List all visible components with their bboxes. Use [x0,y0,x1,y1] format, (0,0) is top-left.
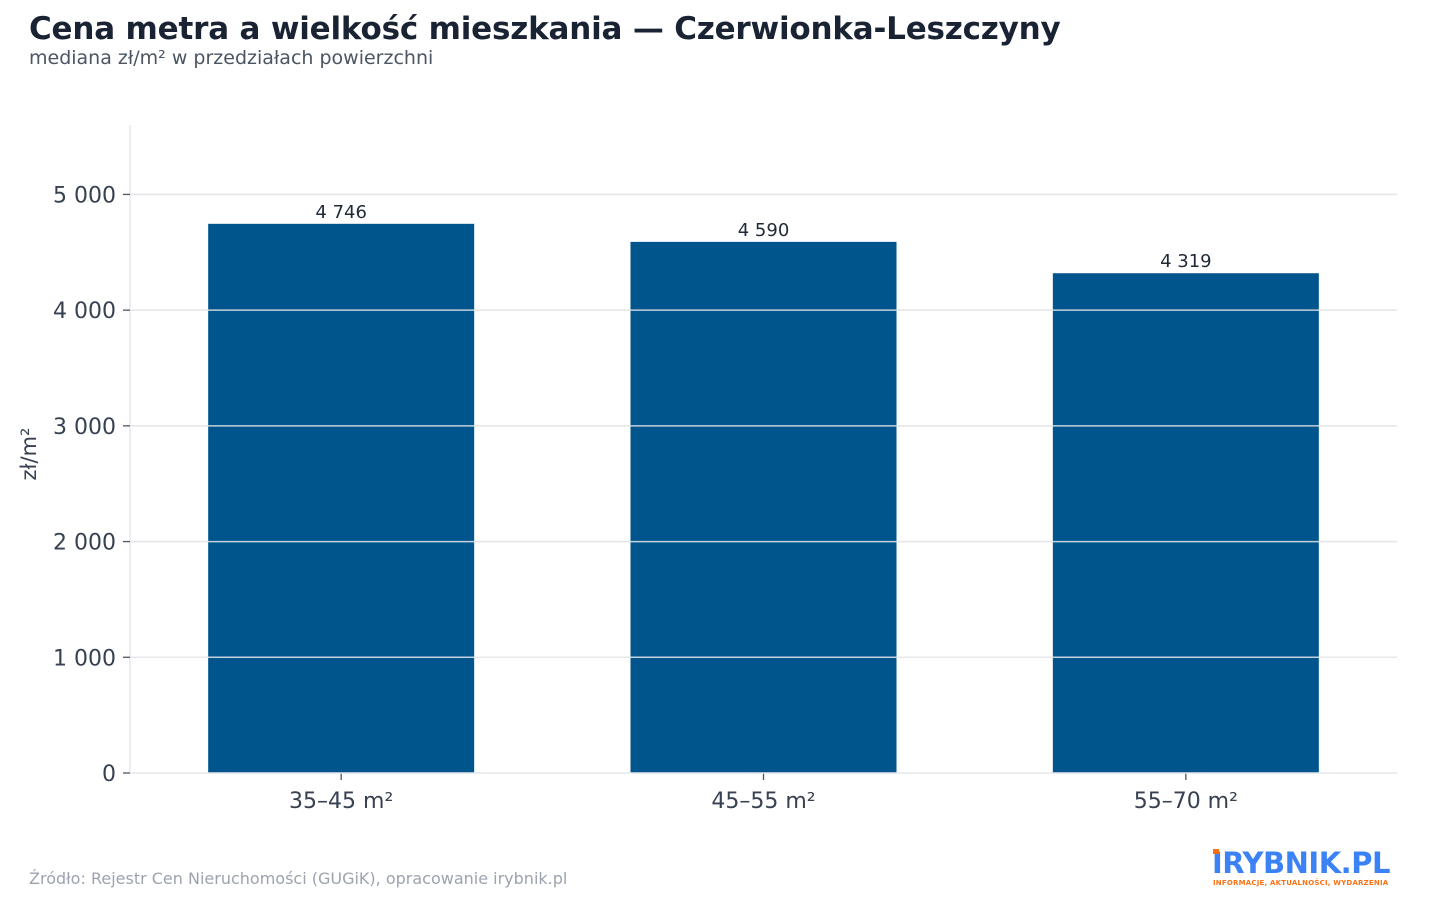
y-tick-label: 2 000 [53,531,116,556]
bar [1052,273,1319,773]
y-tick-label: 0 [102,762,116,787]
bar [208,223,475,773]
logo-tagline: INFORMACJE, AKTUALNOŚCI, WYDARZENIA [1213,879,1389,887]
bar [630,241,897,773]
logo-dot-icon [1213,849,1219,854]
bar-value-label: 4 319 [1160,251,1212,272]
source-note: Źródło: Rejestr Cen Nieruchomości (GUGiK… [29,869,568,888]
bar-value-label: 4 746 [315,202,367,223]
y-tick-label: 1 000 [53,646,116,671]
site-logo: IRYBNIK.PL INFORMACJE, AKTUALNOŚCI, WYDA… [1212,846,1412,888]
y-tick-label: 4 000 [53,299,116,324]
y-tick-label: 3 000 [53,415,116,440]
chart-subtitle: mediana zł/m² w przedziałach powierzchni [29,47,434,69]
y-axis-label: zł/m² [17,428,41,481]
logo-wordmark: IRYBNIK.PL [1212,846,1390,880]
x-tick-label: 45–55 m² [711,789,815,814]
y-tick-label: 5 000 [53,183,116,208]
x-tick-label: 55–70 m² [1134,789,1238,814]
bar-value-label: 4 590 [738,220,790,241]
x-tick-label: 35–45 m² [289,789,393,814]
chart-title: Cena metra a wielkość mieszkania — Czerw… [29,11,1061,47]
